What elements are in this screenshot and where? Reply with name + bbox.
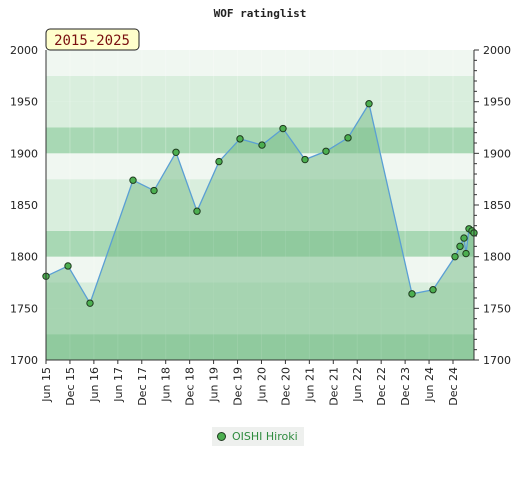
x-tick-label: Jun 19: [208, 367, 221, 403]
y-tick-label-right: 1950: [483, 96, 511, 109]
chart-title: WOF ratinglist: [214, 7, 307, 20]
data-point: [429, 286, 437, 294]
x-tick-label: Jun 18: [160, 367, 173, 403]
x-tick-label: Dec 24: [447, 367, 460, 406]
period-badge-label: 2015-2025: [54, 33, 130, 49]
x-tick-label: Dec 18: [184, 367, 197, 406]
data-point: [301, 155, 309, 164]
period-badge: 2015-2025: [45, 28, 140, 51]
x-tick-label: Jun 24: [423, 367, 436, 403]
rating-band: [46, 75, 474, 102]
data-point: [215, 157, 223, 166]
y-tick-label-right: 1750: [483, 302, 511, 315]
y-axis-left: 1700 1750 1800 1850 1900 1950 2000: [10, 44, 38, 367]
rating-band: [46, 50, 474, 76]
data-point: [365, 100, 373, 108]
x-tick-label: Dec 19: [232, 367, 245, 406]
data-point: [236, 135, 244, 143]
x-tick-label: Jun 16: [88, 367, 101, 403]
x-tick-label: Jun 17: [112, 367, 125, 403]
y-tick-label-left: 2000: [10, 44, 38, 57]
data-point: [129, 176, 137, 184]
data-point: [462, 249, 470, 258]
rating-band: [46, 101, 474, 128]
legend-marker-icon: [217, 432, 226, 441]
data-point: [64, 262, 72, 270]
data-point: [322, 147, 330, 155]
y-tick-label-left: 1950: [10, 96, 38, 109]
data-point: [258, 141, 266, 149]
x-axis: Jun 15 Dec 15 Jun 16 Jun 17 Dec 17 Jun 18 Dec …: [40, 360, 460, 406]
data-point: [344, 134, 352, 142]
y-tick-label-left: 1700: [10, 354, 38, 367]
x-tick-label: Dec 22: [375, 367, 388, 406]
x-tick-label: Jun 15: [40, 367, 53, 403]
x-tick-label: Dec 15: [64, 367, 77, 406]
y-tick-label-left: 1900: [10, 147, 38, 160]
y-tick-label-right: 1800: [483, 251, 511, 264]
y-axis-right: 1700 1750 1800 1850 1900 1950 2000: [483, 44, 511, 367]
data-point: [451, 252, 459, 261]
data-point: [172, 148, 180, 157]
period-badge-box: [45, 28, 140, 51]
y-tick-label-left: 1800: [10, 251, 38, 264]
data-point: [150, 186, 158, 195]
legend-label: OISHI Hiroki: [232, 430, 298, 443]
x-tick-label: Dec 17: [136, 367, 149, 406]
y-tick-label-left: 1750: [10, 302, 38, 315]
x-tick-label: Dec 21: [327, 367, 340, 406]
data-point: [456, 242, 464, 251]
y-tick-label-left: 1850: [10, 199, 38, 212]
data-point: [193, 207, 201, 215]
y-tick-label-right: 1850: [483, 199, 511, 212]
data-point: [408, 290, 416, 298]
data-point: [279, 124, 287, 133]
x-tick-label: Dec 23: [399, 367, 412, 406]
y-tick-label-right: 1700: [483, 354, 511, 367]
x-tick-label: Jun 21: [303, 367, 316, 403]
data-point: [86, 299, 94, 307]
data-point: [460, 234, 468, 242]
x-tick-label: Dec 20: [279, 367, 292, 406]
legend[interactable]: OISHI Hiroki: [212, 427, 304, 446]
y-tick-label-right: 2000: [483, 44, 511, 57]
x-tick-label: Jun 20: [255, 367, 268, 403]
y-tick-label-right: 1900: [483, 147, 511, 160]
x-tick-label: Jun 22: [351, 367, 364, 403]
rating-area: [46, 103, 474, 360]
